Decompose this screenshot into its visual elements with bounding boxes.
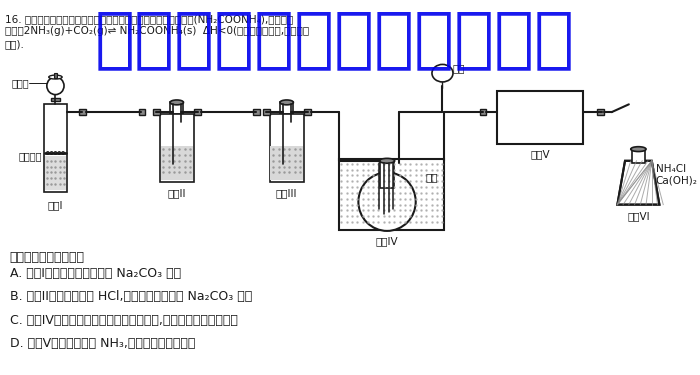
Text: 装置IV: 装置IV [376, 236, 398, 246]
Bar [44, 104, 67, 192]
Ellipse shape [280, 100, 293, 105]
Text: A. 装置I中多孔隔板上可放置 Na₂CO₃ 固体: A. 装置I中多孔隔板上可放置 Na₂CO₃ 固体 [10, 267, 181, 280]
Text: 装置).: 装置). [5, 39, 24, 49]
Text: 程式为2NH₃(g)+CO₂(g)⇌ NH₂COONH₄(s)  ΔH<0(略装置如图所示,省略夹持: 程式为2NH₃(g)+CO₂(g)⇌ NH₂COONH₄(s) ΔH<0(略装置… [5, 27, 309, 36]
Circle shape [54, 152, 57, 154]
Bar [380, 161, 393, 188]
Circle shape [46, 152, 49, 154]
Bar [497, 91, 583, 144]
Text: 多孔隔板: 多孔隔板 [18, 151, 42, 161]
Circle shape [62, 152, 64, 154]
Bar [153, 109, 160, 115]
Bar [79, 109, 86, 115]
Text: Ca(OH)₂: Ca(OH)₂ [656, 175, 697, 185]
Circle shape [58, 152, 61, 154]
Bar [45, 156, 66, 190]
Circle shape [50, 152, 53, 154]
Text: 装置I: 装置I [48, 200, 63, 210]
Text: 冷水: 冷水 [426, 172, 438, 182]
Bar [304, 109, 311, 115]
Text: 装置VI: 装置VI [627, 211, 650, 221]
Bar [597, 109, 604, 115]
Bar [139, 109, 146, 115]
Ellipse shape [631, 147, 646, 152]
Bar [194, 109, 201, 115]
Bar [480, 109, 486, 115]
Text: 装置III: 装置III [276, 188, 298, 198]
Ellipse shape [49, 75, 62, 79]
Text: NH₄Cl: NH₄Cl [656, 164, 686, 174]
Bar [53, 73, 57, 78]
Bar [270, 114, 304, 182]
Ellipse shape [432, 64, 453, 82]
Text: D. 装置V的作用是干燥 NH₃,装置中可使用浓硫酸: D. 装置V的作用是干燥 NH₃,装置中可使用浓硫酸 [10, 337, 195, 350]
Bar [160, 146, 193, 180]
Bar [50, 98, 60, 101]
Text: C. 装置IV采用冷水浴可以减少气体的挥发,提高反应的平衡转化率: C. 装置IV采用冷水浴可以减少气体的挥发,提高反应的平衡转化率 [10, 314, 237, 327]
Text: 16. 在四氯化碳中通入干燥的二氧化碳和氨气可以制备氨基甲酸铵(NH₂COONH₄),反应的方: 16. 在四氯化碳中通入干燥的二氧化碳和氨气可以制备氨基甲酸铵(NH₂COONH… [5, 14, 293, 24]
Bar [280, 102, 293, 114]
Bar [253, 109, 260, 115]
Text: 稀盐酸: 稀盐酸 [11, 78, 29, 88]
Text: 气球: 气球 [452, 63, 465, 74]
Text: B. 装置II的作用是除去 HCl,装置中可使用饱和 Na₂CO₃ 溶液: B. 装置II的作用是除去 HCl,装置中可使用饱和 Na₂CO₃ 溶液 [10, 290, 252, 303]
Bar [340, 159, 444, 230]
Bar [170, 102, 183, 114]
Text: 微信公众号关注：趣搜答案: 微信公众号关注：趣搜答案 [94, 6, 575, 72]
Circle shape [358, 172, 416, 231]
Bar [631, 149, 645, 163]
Text: 装置II: 装置II [167, 188, 186, 198]
Text: 下列有关说法正确的是: 下列有关说法正确的是 [10, 251, 85, 264]
Polygon shape [617, 161, 659, 205]
Bar [262, 109, 270, 115]
Text: 装置V: 装置V [530, 149, 550, 159]
Circle shape [47, 77, 64, 94]
Bar [160, 114, 194, 182]
Ellipse shape [170, 100, 183, 105]
Bar [270, 146, 303, 180]
Ellipse shape [379, 158, 395, 163]
